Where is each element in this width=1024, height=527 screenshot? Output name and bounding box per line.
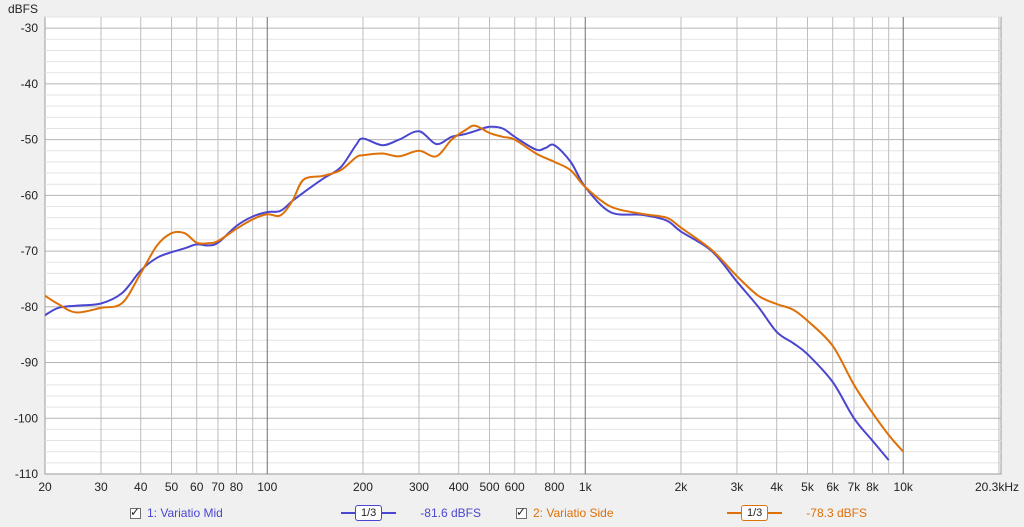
legend-series-2: ✓ 2: Variatio Side bbox=[516, 503, 614, 523]
y-axis-label: dBFS bbox=[8, 2, 38, 16]
y-tick-label: -110 bbox=[15, 467, 38, 481]
x-tick-label: 2k bbox=[675, 480, 689, 494]
smoothing-button-1[interactable]: 1/3 bbox=[355, 505, 383, 521]
x-tick-label: 70 bbox=[211, 480, 225, 494]
series-1-label: 1: Variatio Mid bbox=[147, 506, 223, 520]
series-2-level: -78.3 dBFS bbox=[806, 506, 867, 520]
y-tick-label: -50 bbox=[21, 133, 39, 147]
y-tick-label: -100 bbox=[14, 411, 38, 425]
x-tick-label: 20 bbox=[38, 480, 52, 494]
x-tick-label: 6k bbox=[826, 480, 840, 494]
x-tick-label: 8k bbox=[866, 480, 880, 494]
x-tick-label: 800 bbox=[544, 480, 564, 494]
x-tick-label: 1k bbox=[579, 480, 593, 494]
series-1-level: -81.6 dBFS bbox=[420, 506, 481, 520]
x-tick-label: 100 bbox=[257, 480, 277, 494]
x-tick-label: 50 bbox=[165, 480, 179, 494]
x-tick-labels: 20 30 40 50 60 70 80 100 200 300 400 500 600 800 1k 2k 3… bbox=[38, 480, 1019, 494]
x-tick-label: 10k bbox=[894, 480, 914, 494]
x-tick-label: 30 bbox=[94, 480, 108, 494]
series-line-2 bbox=[45, 124, 904, 453]
series-2-label: 2: Variatio Side bbox=[533, 506, 614, 520]
x-tick-label: 300 bbox=[409, 480, 429, 494]
series-2-checkbox[interactable]: ✓ bbox=[516, 504, 527, 519]
y-tick-label: -80 bbox=[21, 300, 39, 314]
legend-series-1: ✓ 1: Variatio Mid bbox=[130, 503, 223, 523]
x-tick-label: 7k bbox=[848, 480, 862, 494]
y-tick-label: -90 bbox=[21, 356, 39, 370]
series-lines bbox=[45, 124, 904, 461]
x-tick-label: 200 bbox=[353, 480, 373, 494]
x-tick-label: 20.3kHz bbox=[975, 480, 1019, 494]
plot-area bbox=[44, 16, 1002, 475]
x-tick-label: 3k bbox=[731, 480, 745, 494]
x-tick-label: 4k bbox=[770, 480, 784, 494]
series-2-smoothing[interactable]: 1/3 -78.3 dBFS bbox=[727, 503, 867, 523]
x-tick-label: 5k bbox=[801, 480, 815, 494]
series-line-1 bbox=[45, 125, 890, 461]
y-tick-label: -70 bbox=[21, 244, 39, 258]
y-tick-label: -40 bbox=[21, 77, 39, 91]
y-tick-label: -30 bbox=[21, 21, 39, 35]
x-tick-label: 60 bbox=[190, 480, 204, 494]
series-1-smoothing[interactable]: 1/3 -81.6 dBFS bbox=[341, 503, 481, 523]
smoothing-button-2[interactable]: 1/3 bbox=[741, 505, 769, 521]
x-tick-label: 40 bbox=[134, 480, 148, 494]
grid bbox=[45, 16, 1001, 474]
y-tick-label: -60 bbox=[21, 188, 39, 202]
series-1-checkbox[interactable]: ✓ bbox=[130, 504, 141, 519]
frequency-response-chart: dBFS -30 -40 -50 -60 -70 -80 -90 -100 -110 20 30 4… bbox=[8, 2, 1019, 494]
x-tick-label: 400 bbox=[449, 480, 469, 494]
y-tick-labels: -30 -40 -50 -60 -70 -80 -90 -100 -110 bbox=[14, 21, 38, 481]
x-tick-label: 500 bbox=[480, 480, 500, 494]
x-tick-label: 600 bbox=[505, 480, 525, 494]
x-tick-label: 80 bbox=[230, 480, 244, 494]
